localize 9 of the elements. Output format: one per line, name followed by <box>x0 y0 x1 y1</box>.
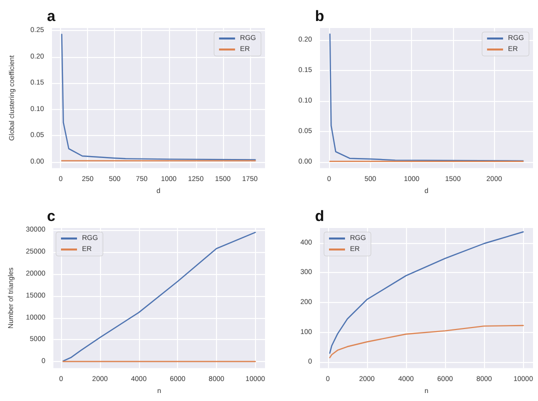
chart-title: b <box>315 8 324 25</box>
line-series <box>329 231 524 354</box>
line-series <box>329 33 524 162</box>
chart-title: a <box>47 8 56 25</box>
line-series <box>329 324 524 358</box>
chart-title: c <box>47 208 56 225</box>
line-series <box>62 232 256 362</box>
chart-title: d <box>315 208 324 225</box>
line-series <box>61 34 256 160</box>
